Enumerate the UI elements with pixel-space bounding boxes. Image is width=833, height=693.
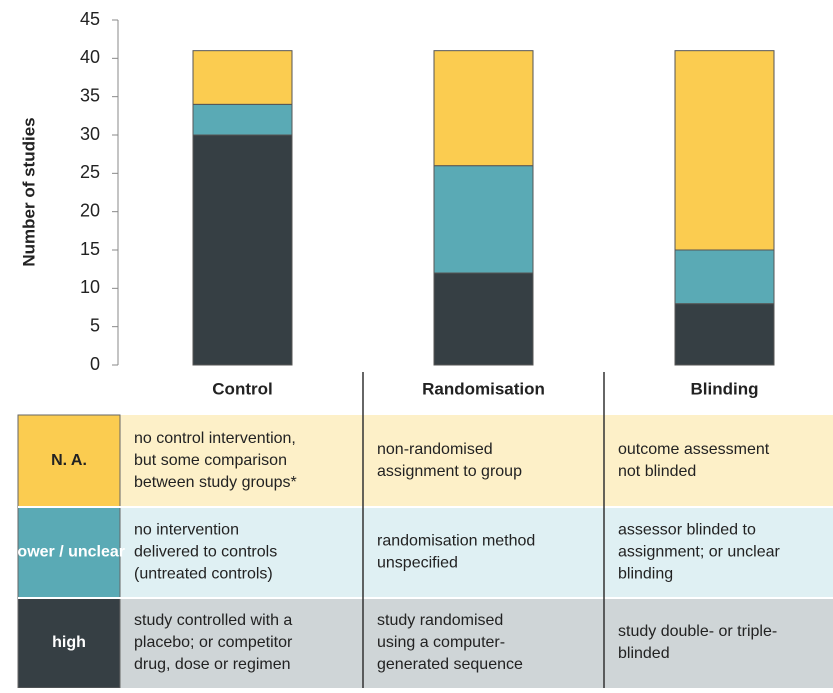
bar-segment — [433, 272, 534, 366]
table-cell-text: but some comparison — [134, 452, 287, 469]
table-cell-text: delivered to controls — [134, 544, 277, 561]
table-cell-text: randomisation method — [377, 533, 535, 550]
table-cell-text: assignment to group — [377, 463, 522, 480]
bar-segment — [192, 50, 293, 105]
legend-label: high — [52, 634, 86, 651]
y-tick-label: 5 — [90, 315, 100, 335]
legend-swatch — [17, 414, 121, 508]
bar-segment — [433, 165, 534, 274]
table-cell-text: outcome assessment — [618, 441, 770, 458]
table-cell-text: blinded — [618, 645, 670, 662]
y-tick-label: 40 — [80, 47, 100, 67]
table-cell-text: non-randomised — [377, 441, 493, 458]
table-cell-text: study controlled with a — [134, 612, 292, 629]
bar-segment — [433, 50, 534, 167]
x-tick-label: Control — [212, 379, 272, 398]
table-row — [120, 415, 833, 507]
table-cell-text: between study groups* — [134, 474, 297, 491]
table-cell-text: (untreated controls) — [134, 566, 273, 583]
table-row — [120, 598, 833, 688]
table-cell-text: drug, dose or regimen — [134, 656, 291, 673]
y-tick-label: 20 — [80, 200, 100, 220]
bar-segment — [674, 303, 775, 366]
y-tick-label: 0 — [90, 354, 100, 374]
x-tick-label: Randomisation — [422, 379, 545, 398]
y-tick-label: 30 — [80, 124, 100, 144]
table-cell-text: using a computer- — [377, 634, 505, 651]
y-tick-label: 35 — [80, 85, 100, 105]
legend-label: N. A. — [51, 452, 87, 469]
table-cell-text: assessor blinded to — [618, 522, 756, 539]
y-tick-label: 25 — [80, 162, 100, 182]
y-tick-label: 45 — [80, 9, 100, 29]
table-row — [120, 507, 833, 598]
table-cell-text: placebo; or competitor — [134, 634, 293, 651]
legend-swatch — [17, 597, 121, 689]
table-cell-text: study randomised — [377, 612, 503, 629]
table-cell-text: not blinded — [618, 463, 696, 480]
y-axis-label: Number of studies — [19, 117, 38, 266]
y-tick-label: 15 — [80, 239, 100, 259]
y-tick-label: 10 — [80, 277, 100, 297]
table-cell-text: study double- or triple- — [618, 623, 777, 640]
table-cell-text: unspecified — [377, 555, 458, 572]
bar-segment — [674, 50, 775, 251]
table-cell-text: no intervention — [134, 522, 239, 539]
bar-segment — [192, 134, 293, 366]
table-cell-text: blinding — [618, 566, 673, 583]
bar-segment — [674, 249, 775, 305]
table-cell-text: assignment; or unclear — [618, 544, 781, 561]
table-cell-text: no control intervention, — [134, 430, 296, 447]
legend-swatch — [17, 506, 121, 599]
legend-label: lower / unclear — [13, 544, 125, 561]
table-cell-text: generated sequence — [377, 656, 523, 673]
x-tick-label: Blinding — [691, 379, 759, 398]
bar-segment — [192, 103, 293, 136]
